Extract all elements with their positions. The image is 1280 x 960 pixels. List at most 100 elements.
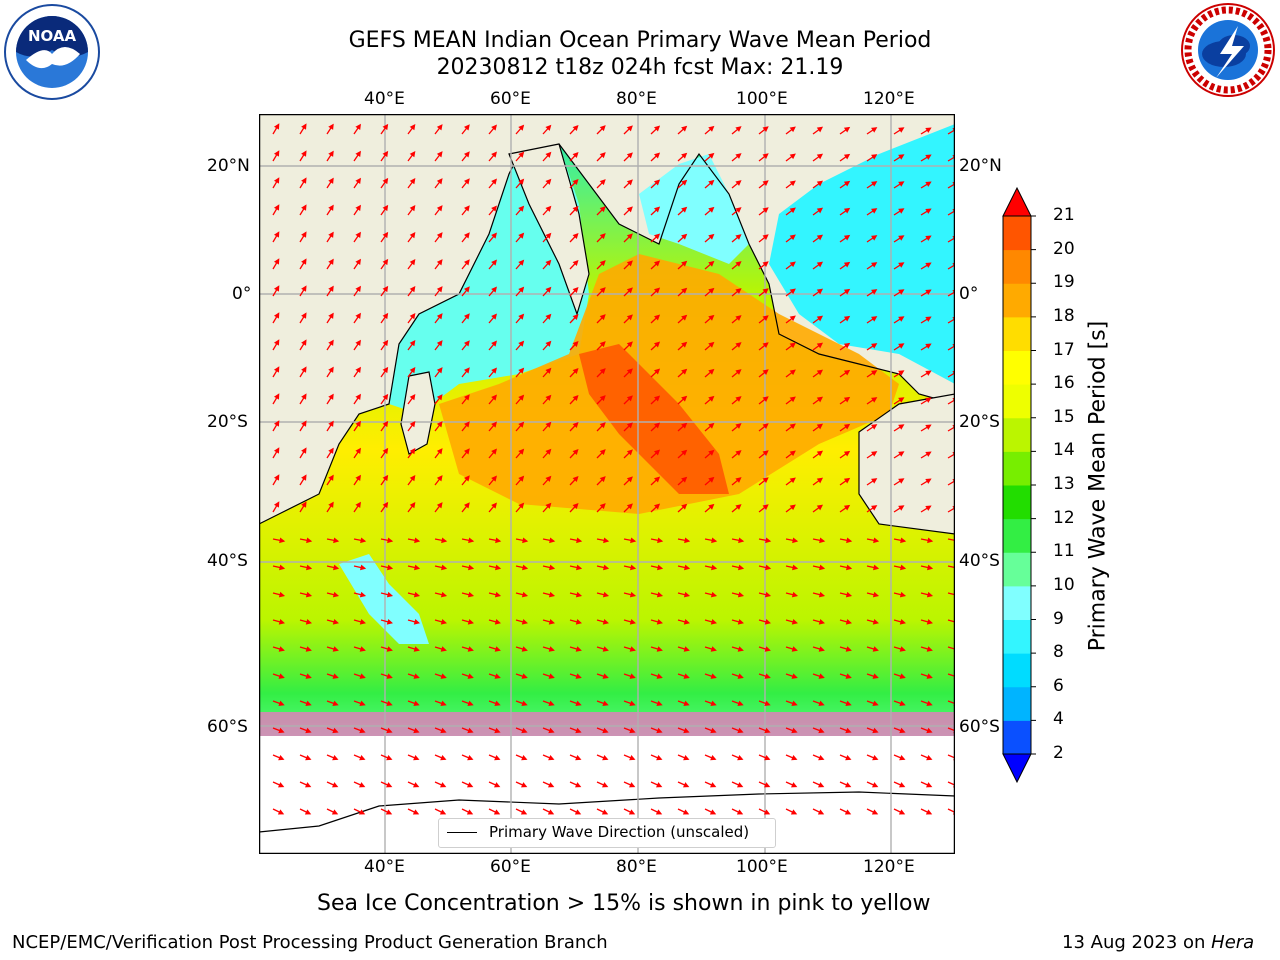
wave-arrowhead: [301, 285, 307, 292]
wave-arrowhead: [629, 591, 637, 598]
wave-arrowhead: [522, 564, 529, 571]
wave-arrowhead: [278, 646, 285, 652]
wave-arrowhead: [328, 285, 334, 292]
wave-arrowhead: [843, 288, 851, 295]
wave-arrowhead: [657, 537, 664, 544]
wave-arrowhead: [545, 313, 552, 320]
wave-arrowhead: [409, 393, 416, 401]
wave-arrowhead: [653, 125, 661, 132]
wave-arrowhead: [925, 424, 932, 430]
map-subtitle: 20230812 t18z 024h fcst Max: 21.19: [436, 55, 844, 80]
wave-arrowhead: [436, 124, 443, 131]
lon-tick-top-120: 120°E: [863, 89, 915, 109]
lat-tick-right-40s: 40°S: [959, 551, 1000, 571]
wave-arrowhead: [681, 476, 688, 483]
wave-arrowhead: [273, 474, 280, 481]
wave-arrowhead: [844, 809, 852, 815]
wave-arrowhead: [843, 180, 851, 187]
wave-arrowhead: [466, 809, 474, 815]
wave-arrowhead: [764, 646, 771, 652]
wave-arrowhead: [818, 782, 825, 788]
wave-arrowhead: [355, 312, 361, 319]
wave-arrowhead: [386, 591, 394, 598]
wave-arrowhead: [521, 619, 528, 625]
wave-arrowhead: [925, 478, 932, 484]
lon-tick-top-100: 100°E: [736, 89, 788, 109]
wave-arrowhead: [843, 504, 851, 511]
wave-arrowhead: [464, 502, 470, 509]
wave-arrow: [947, 480, 955, 486]
wave-arrowhead: [436, 394, 443, 401]
wave-arrowhead: [737, 727, 744, 734]
wave-arrowhead: [925, 154, 932, 160]
wave-arrowhead: [599, 368, 606, 375]
wave-arrowhead: [464, 178, 470, 185]
wave-arrow: [947, 183, 955, 189]
wave-arrowhead: [791, 700, 798, 706]
wave-arrowhead: [409, 258, 416, 266]
wave-arrowhead: [789, 369, 796, 376]
wave-arrowhead: [328, 501, 334, 508]
wave-arrowhead: [816, 180, 824, 187]
colorbar-segment: [1003, 619, 1031, 654]
wave-arrowhead: [521, 646, 528, 652]
wave-arrowhead: [301, 366, 307, 373]
wave-arrowhead: [681, 287, 688, 294]
wave-arrowhead: [518, 448, 525, 455]
lat-tick-right-20s: 20°S: [959, 412, 1000, 432]
colorbar-tick-label: 16: [1053, 373, 1075, 394]
wave-arrowhead: [386, 700, 393, 706]
wave-arrowhead: [656, 619, 663, 625]
wave-arrowhead: [409, 474, 416, 482]
wave-arrowhead: [843, 153, 851, 160]
wave-arrowhead: [301, 177, 307, 184]
wave-arrowhead: [655, 809, 663, 815]
wave-arrowhead: [925, 505, 932, 511]
wave-arrowhead: [491, 421, 497, 428]
wave-arrowhead: [382, 474, 389, 482]
wave-arrowhead: [681, 341, 688, 348]
wave-arrowhead: [925, 262, 932, 268]
wave-arrowhead: [355, 285, 361, 292]
wave-arrowhead: [710, 754, 717, 761]
colorbar-segment: [1003, 720, 1031, 755]
wave-arrowhead: [898, 505, 905, 511]
wave-arrow: [947, 399, 955, 405]
wave-arrowhead: [898, 289, 905, 295]
wave-arrowhead: [681, 395, 688, 402]
footer-date: 13 Aug 2023 on Hera: [1062, 932, 1254, 953]
wave-arrowhead: [518, 367, 525, 374]
wave-arrowhead: [710, 673, 717, 679]
wave-arrowhead: [548, 700, 555, 706]
colorbar-segment: [1003, 417, 1031, 452]
wave-arrowhead: [708, 287, 715, 294]
wave-arrowhead: [273, 420, 280, 427]
colorbar-tick-label: 18: [1053, 305, 1075, 326]
wave-arrowhead: [791, 727, 798, 734]
wave-arrowhead: [737, 619, 744, 625]
wave-arrowhead: [791, 646, 798, 652]
wave-arrowhead: [872, 591, 880, 598]
wave-arrowhead: [628, 809, 636, 815]
wave-arrowhead: [436, 286, 443, 293]
wave-arrowhead: [656, 646, 663, 652]
wave-arrowhead: [791, 782, 798, 788]
wave-arrowhead: [898, 181, 905, 187]
wave-arrowhead: [871, 127, 878, 133]
wave-arrowhead: [305, 754, 312, 761]
wave-arrowhead: [436, 259, 443, 266]
wave-arrowhead: [279, 564, 286, 571]
wave-arrowhead: [599, 341, 606, 348]
wave-arrowhead: [818, 727, 825, 734]
wave-arrowhead: [436, 205, 443, 212]
wave-arrowhead: [413, 754, 420, 761]
wave-arrowhead: [684, 537, 691, 544]
wave-arrowhead: [467, 700, 474, 706]
wave-arrowhead: [572, 232, 579, 240]
wave-arrowhead: [278, 727, 285, 734]
wave-arrowhead: [328, 204, 334, 211]
wave-arrowhead: [436, 367, 443, 374]
wave-arrowhead: [382, 123, 389, 131]
wave-arrowhead: [359, 700, 366, 706]
wave-arrowhead: [273, 447, 280, 454]
